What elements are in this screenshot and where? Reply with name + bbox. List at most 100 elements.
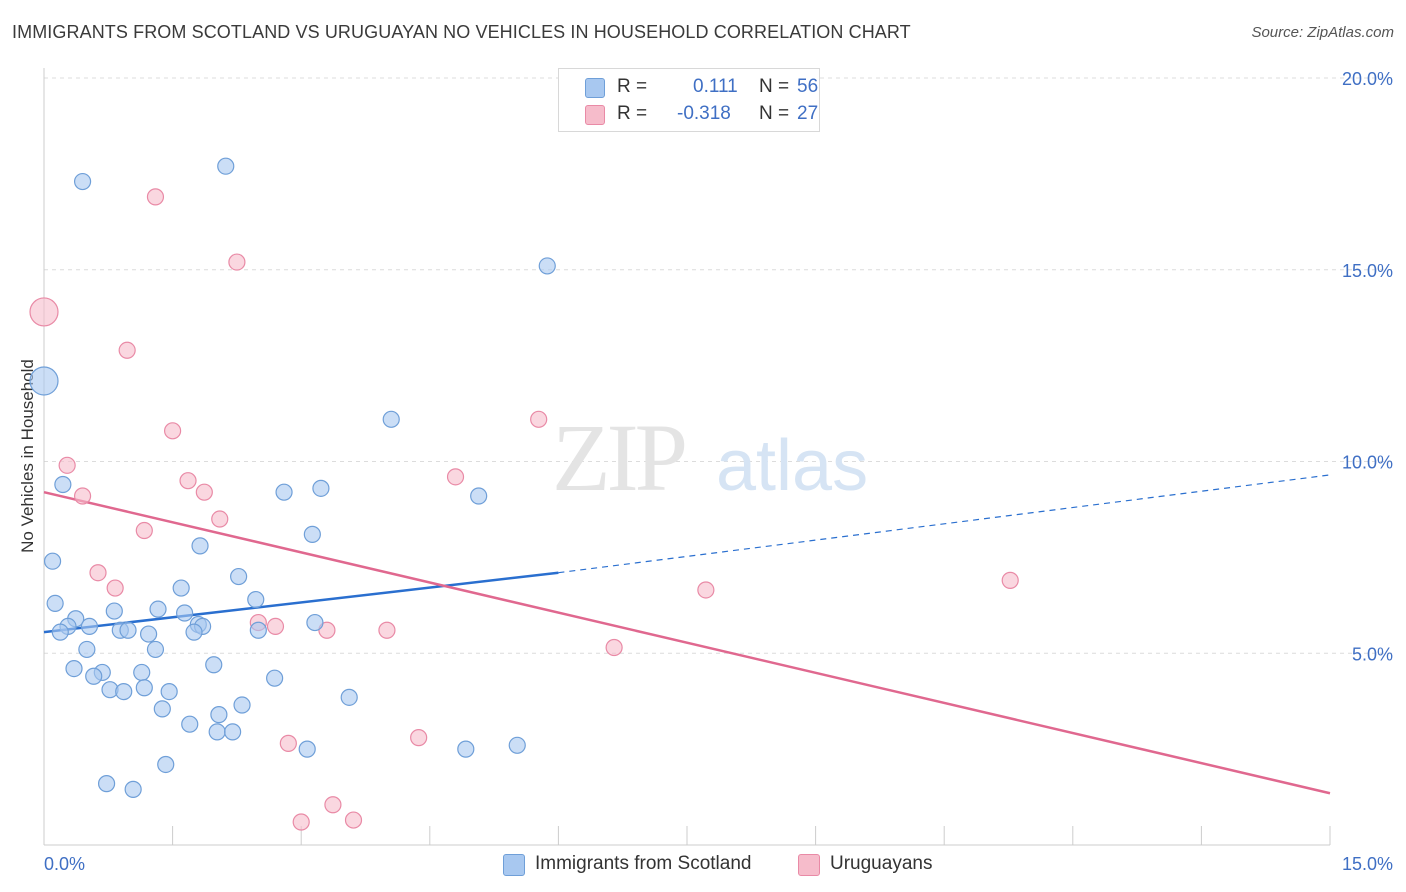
scotland-point xyxy=(29,366,59,396)
uruguayan-point xyxy=(446,468,465,486)
scotland-point xyxy=(233,696,251,714)
scotland-point xyxy=(46,594,64,612)
uruguayan-point xyxy=(266,617,285,636)
scotland-point xyxy=(340,688,358,706)
scotland-point xyxy=(119,621,137,639)
scotland-point xyxy=(133,663,151,682)
y-tick-label: 5.0% xyxy=(1352,644,1393,664)
scotland-point xyxy=(298,740,316,758)
scotland-point xyxy=(97,775,116,793)
watermark-zip: ZIP xyxy=(552,404,685,511)
scotland-point xyxy=(205,656,223,674)
scotland-point xyxy=(217,157,235,175)
uruguayan-point xyxy=(106,579,124,597)
legend-swatch-pink xyxy=(585,105,605,125)
legend-n-label: N = xyxy=(759,103,790,124)
uruguayan-point xyxy=(195,483,213,501)
source-label: Source: ZipAtlas.com xyxy=(1251,24,1394,41)
scotland-point xyxy=(146,640,165,659)
scotland-point xyxy=(312,479,330,497)
legend-r-value: -0.318 xyxy=(677,103,731,124)
uruguayan-point xyxy=(1001,571,1019,589)
uruguayan-point xyxy=(146,188,165,206)
bottom-legend-swatch-blue xyxy=(503,854,525,876)
stats-legend: R = 0.111 N = 56 R = -0.318 N = 27 xyxy=(558,68,820,132)
uruguayan-point xyxy=(179,472,197,490)
scotland-point xyxy=(230,567,248,586)
x-tick-label-min: 0.0% xyxy=(44,854,85,874)
scotland-point xyxy=(73,172,92,191)
uruguayan-point xyxy=(211,510,229,528)
y-tick-label: 15.0% xyxy=(1342,261,1393,281)
watermark-atlas: atlas xyxy=(716,426,868,506)
scotland-point xyxy=(538,257,556,275)
scotland-point xyxy=(181,715,199,733)
uruguayan-point xyxy=(344,811,363,829)
scotland-point xyxy=(51,623,69,641)
scotland-point xyxy=(208,723,226,741)
scotland-point xyxy=(470,487,488,505)
scotland-point xyxy=(224,723,242,741)
scotland-point xyxy=(135,679,153,697)
scotland-point xyxy=(249,621,267,639)
scotland-point xyxy=(157,755,175,774)
uruguayan-point xyxy=(410,729,428,747)
legend-r-label: R = xyxy=(617,103,648,124)
uruguayan-point xyxy=(279,734,297,752)
uruguayan-point xyxy=(324,796,342,814)
trend-line-uruguayans xyxy=(43,490,1331,795)
legend-n-label: N = xyxy=(759,76,790,97)
chart-title: IMMIGRANTS FROM SCOTLAND VS URUGUAYAN NO… xyxy=(12,22,911,42)
uruguayan-point xyxy=(697,581,715,599)
uruguayan-point xyxy=(73,487,92,505)
legend-swatch-blue xyxy=(585,78,605,98)
uruguayan-point xyxy=(530,410,548,428)
y-tick-label: 10.0% xyxy=(1342,453,1393,473)
x-tick-label-max: 15.0% xyxy=(1342,854,1393,874)
data-points xyxy=(29,157,1019,831)
axes xyxy=(43,68,1331,846)
uruguayan-point xyxy=(378,621,396,639)
scotland-point xyxy=(306,613,324,632)
scotland-point xyxy=(78,640,96,659)
uruguayan-point xyxy=(118,341,136,359)
scotland-point xyxy=(54,475,72,494)
bottom-legend-swatch-pink xyxy=(798,854,820,876)
scotland-point xyxy=(508,736,526,754)
uruguayan-point xyxy=(605,638,623,657)
uruguayan-point xyxy=(135,521,153,540)
uruguayan-point xyxy=(164,422,182,440)
scotland-point xyxy=(105,602,123,620)
scotland-point xyxy=(191,537,209,555)
scotland-point xyxy=(210,706,228,724)
scotland-point xyxy=(124,780,142,798)
legend-r-label: R = xyxy=(617,76,648,97)
trend-lines xyxy=(43,474,1331,795)
scotland-point xyxy=(172,579,190,597)
watermark: ZIP atlas xyxy=(552,404,868,511)
scotland-point xyxy=(160,682,178,701)
y-tick-label: 20.0% xyxy=(1342,69,1393,89)
uruguayan-point xyxy=(292,813,310,831)
scotland-point xyxy=(266,669,284,687)
legend-n-value: 56 xyxy=(797,76,819,97)
scotland-point xyxy=(457,740,475,758)
scotland-point xyxy=(382,410,400,428)
scotland-point xyxy=(115,682,133,701)
scotland-point xyxy=(85,667,103,685)
legend-r-value: 0.111 xyxy=(693,76,738,97)
bottom-legend-label: Immigrants from Scotland xyxy=(535,853,752,874)
scotland-point xyxy=(149,600,167,618)
trend-line-scotland-extension xyxy=(558,474,1331,574)
scotland-point xyxy=(185,623,203,641)
legend-n-value: 27 xyxy=(797,103,819,124)
scotland-point xyxy=(275,483,293,501)
scotland-point xyxy=(247,590,265,609)
uruguayan-point xyxy=(29,297,59,327)
scotland-point xyxy=(153,700,171,718)
uruguayan-point xyxy=(89,564,107,582)
scotland-point xyxy=(176,604,194,622)
scotland-point xyxy=(303,525,321,543)
uruguayan-point xyxy=(318,621,336,639)
